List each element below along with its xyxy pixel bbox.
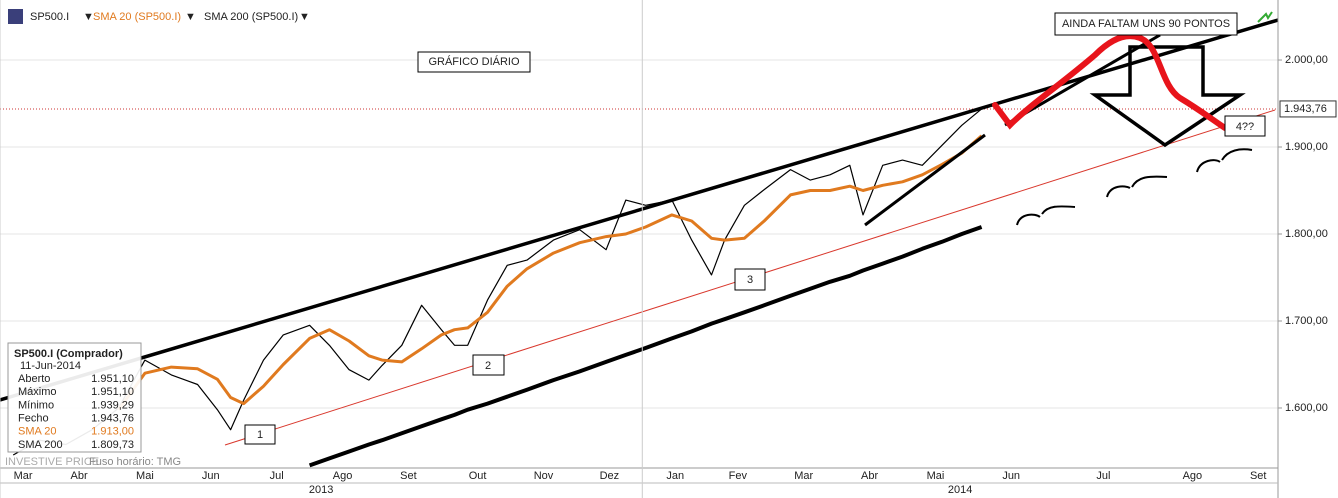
info-rows: Aberto 1.951,10 Máximo 1.951,10 Mínimo 1.939,… — [18, 373, 134, 451]
info-value: 1.951,10 — [91, 373, 134, 385]
x-tick-label: Jun — [1002, 470, 1020, 482]
drawings — [0, 18, 1278, 446]
trend-line — [864, 133, 986, 227]
series-line — [117, 134, 983, 411]
grid — [0, 59, 1278, 409]
x-tick-label: Mai — [927, 470, 945, 482]
y-tick-label: 1.800,00 — [1285, 228, 1328, 240]
note: 2 — [485, 360, 491, 372]
x-tick-label: Abr — [861, 470, 878, 482]
x-tick-label: Fev — [729, 470, 748, 482]
x-tick-label: Jul — [270, 470, 284, 482]
dropdown[interactable]: ▼ — [83, 11, 94, 23]
symbol-icon — [8, 9, 23, 24]
sma200-label: SMA 200 (SP500.I) — [204, 11, 298, 23]
series-line — [12, 108, 982, 456]
y-tick-label: 1.700,00 — [1285, 315, 1328, 327]
x-tick-label: Jul — [1096, 470, 1110, 482]
note: 3 — [747, 274, 753, 286]
note-box — [417, 51, 531, 73]
x-tick-label: Mai — [136, 470, 154, 482]
series — [0, 108, 1278, 468]
note: 4?? — [1236, 121, 1254, 133]
watermark: INVESTIVE PRICE — [5, 456, 99, 468]
trend-icon — [1257, 11, 1273, 23]
note: GRÁFICO DIÁRIO — [428, 55, 520, 68]
symbol: SP500.I — [30, 11, 69, 23]
x-tick-label: Mar — [14, 470, 33, 482]
x-tick-label: Ago — [1183, 470, 1203, 482]
note: 1 — [257, 429, 263, 441]
note: AINDA FALTAM UNS 90 PONTOS — [1062, 18, 1230, 30]
note-box — [1224, 115, 1266, 137]
x-tick-label: Dez — [600, 470, 620, 482]
y-tick-label: 2.000,00 — [1285, 54, 1328, 66]
y-tick-label: 1.900,00 — [1285, 141, 1328, 153]
info-value: 1.943,76 — [91, 413, 134, 425]
note-box — [472, 354, 505, 376]
year-label: 2014 — [948, 484, 972, 496]
x-tick-label: Abr — [70, 470, 87, 482]
dropdown[interactable]: ▼ — [299, 11, 310, 23]
last-price-label: 1.943,76 — [1284, 103, 1327, 115]
info-value: 1.809,73 — [91, 439, 134, 451]
arrow-down — [1089, 45, 1246, 148]
series-line — [308, 225, 983, 468]
x-tick-label: Out — [469, 470, 487, 482]
note-box — [1054, 12, 1238, 36]
timezone: Fuso horário: TMG — [89, 456, 181, 468]
last-price-box — [1279, 100, 1337, 118]
info-label: SMA 20 — [18, 426, 57, 438]
dropdown[interactable]: ▼ — [185, 11, 196, 23]
sma20-label: SMA 20 (SP500.I) — [93, 11, 181, 23]
info-value: 1.913,00 — [91, 426, 134, 438]
info-label: Aberto — [18, 373, 50, 385]
x-tick-label: Mar — [794, 470, 813, 482]
y-tick-label: 1.600,00 — [1285, 402, 1328, 414]
x-tick-label: Set — [1250, 470, 1267, 482]
info-label: SMA 200 — [18, 439, 63, 451]
info-box — [7, 342, 142, 453]
info-label: Fecho — [18, 413, 49, 425]
x-tick-label: Set — [400, 470, 417, 482]
info-date: 11-Jun-2014 — [20, 360, 81, 372]
note-box — [734, 268, 766, 291]
x-tick-label: Jan — [666, 470, 684, 482]
info-value: 1.951,10 — [91, 386, 134, 398]
note-box — [244, 424, 276, 445]
x-tick-label: Nov — [534, 470, 554, 482]
year-label: 2013 — [309, 484, 333, 496]
x-tick-label: Jun — [202, 470, 220, 482]
projection — [992, 33, 1228, 131]
info-label: Mínimo — [18, 399, 54, 411]
info-title: SP500.I (Comprador) — [14, 348, 123, 360]
x-tick-label: Ago — [333, 470, 353, 482]
info-value: 1.939,29 — [91, 399, 134, 411]
info-label: Máximo — [18, 386, 57, 398]
squiggle — [1016, 148, 1253, 226]
